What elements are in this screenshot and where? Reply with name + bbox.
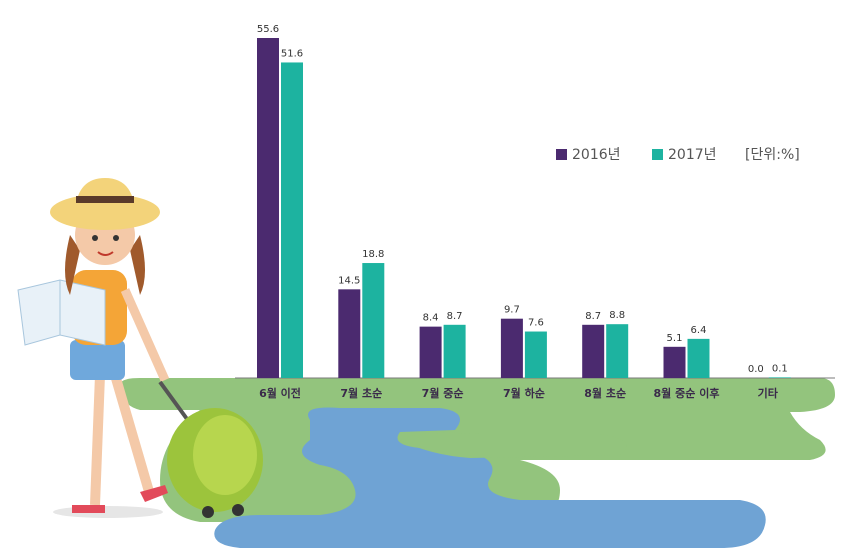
island <box>400 432 627 458</box>
value-label: 6.4 <box>691 325 707 336</box>
legend-label: 2016년 <box>572 147 621 163</box>
bar <box>419 326 442 378</box>
bar <box>362 263 385 378</box>
bar <box>281 62 303 379</box>
x-tick-label: 7월 하순 <box>503 386 545 400</box>
bar <box>338 289 361 378</box>
value-label: 8.7 <box>585 311 601 322</box>
x-tick-label: 7월 중순 <box>422 386 464 400</box>
value-label: 5.1 <box>667 333 683 344</box>
unit-label: [단위:%] <box>745 147 800 163</box>
value-label: 14.5 <box>338 275 360 286</box>
x-tick-label: 6월 이전 <box>259 386 301 400</box>
x-tick-label: 기타 <box>758 386 779 400</box>
bar <box>257 38 279 378</box>
x-tick-label: 8월 중순 이후 <box>654 386 720 400</box>
value-label: 7.6 <box>528 318 544 329</box>
value-label: 0.1 <box>772 363 788 374</box>
bar <box>663 346 686 378</box>
x-tick-label: 7월 초순 <box>340 386 382 400</box>
bar <box>443 324 466 378</box>
bar <box>524 331 547 378</box>
bar <box>687 338 710 378</box>
legend-label: 2017년 <box>668 147 717 163</box>
value-label: 9.7 <box>504 305 520 316</box>
bar <box>582 324 605 378</box>
value-label: 0.0 <box>748 364 764 375</box>
value-label: 55.6 <box>257 24 279 35</box>
traveler <box>17 178 263 518</box>
x-tick-label: 8월 초순 <box>584 386 626 400</box>
scenery <box>120 378 835 548</box>
value-label: 8.7 <box>447 311 463 322</box>
legend: 2016년 2017년 [단위:%] <box>556 147 800 163</box>
legend-swatch <box>556 149 567 160</box>
value-label: 8.8 <box>609 310 625 321</box>
bar <box>500 318 523 378</box>
bar <box>768 377 791 378</box>
value-label: 51.6 <box>281 48 303 59</box>
value-label: 18.8 <box>362 249 384 260</box>
water <box>214 407 766 548</box>
bar <box>606 324 629 378</box>
value-label: 8.4 <box>423 313 439 324</box>
legend-swatch <box>652 149 663 160</box>
